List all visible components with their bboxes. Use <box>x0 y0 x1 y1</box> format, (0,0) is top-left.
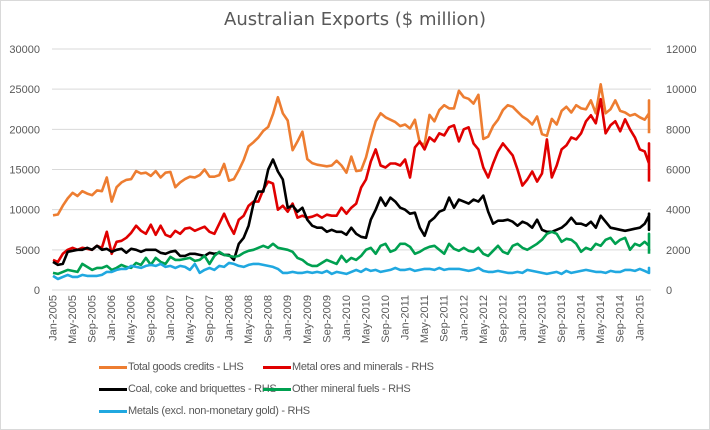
left-tick-label: 0 <box>34 285 40 297</box>
right-tick-label: 2000 <box>666 245 690 257</box>
right-axis-ticks: 0 2000 4000 6000 8000 10000 12000 <box>666 44 697 297</box>
x-tick-label: Jan-2012 <box>458 295 470 341</box>
right-tick-label: 12000 <box>666 44 697 56</box>
x-tick-label: Sep-2008 <box>263 295 275 343</box>
x-tick-label: May-2012 <box>478 295 490 344</box>
left-tick-label: 10000 <box>9 205 40 217</box>
series-line-4 <box>52 261 651 281</box>
x-tick-label: Jan-2015 <box>634 295 646 341</box>
left-tick-label: 30000 <box>9 44 40 56</box>
x-tick-label: Jan-2006 <box>106 295 118 341</box>
x-tick-label: Jan-2007 <box>165 295 177 341</box>
right-tick-label: 8000 <box>666 124 690 136</box>
x-tick-label: May-2007 <box>184 295 196 344</box>
x-tick-label: Sep-2011 <box>439 295 451 342</box>
x-tick-label: Jan-2011 <box>400 295 412 340</box>
right-tick-label: 0 <box>666 285 672 297</box>
x-tick-label: Sep-2012 <box>497 295 509 343</box>
x-tick-label: Sep-2010 <box>380 295 392 343</box>
x-tick-label: May-2013 <box>537 295 549 344</box>
x-axis-ticks: Jan-2005 May-2005 Sep-2005 Jan-2006 May-2006… <box>48 295 647 344</box>
right-tick-label: 4000 <box>666 205 690 217</box>
x-tick-label: Sep-2009 <box>321 295 333 343</box>
x-tick-label: Sep-2007 <box>204 295 216 343</box>
x-tick-label: Jan-2009 <box>282 295 294 341</box>
x-tick-label: May-2008 <box>243 295 255 344</box>
x-tick-label: Jan-2010 <box>341 295 353 341</box>
series-line-0 <box>52 83 651 217</box>
x-tick-label: Jan-2013 <box>517 295 529 341</box>
series-lines <box>52 83 651 281</box>
x-tick-label: Sep-2006 <box>145 295 157 343</box>
x-tick-label: May-2005 <box>67 295 79 344</box>
x-tick-label: May-2011 <box>419 295 431 343</box>
left-axis-ticks: 0 5000 10000 15000 20000 25000 30000 <box>9 44 40 297</box>
x-tick-label: Jan-2014 <box>576 295 588 341</box>
series-line-3 <box>52 230 651 276</box>
x-tick-label: Sep-2005 <box>87 295 99 343</box>
x-tick-label: Sep-2014 <box>615 295 627 343</box>
x-tick-label: May-2009 <box>302 295 314 344</box>
left-tick-label: 15000 <box>9 165 40 177</box>
left-tick-label: 5000 <box>16 245 40 257</box>
x-tick-label: May-2010 <box>361 295 373 344</box>
x-tick-label: Jan-2005 <box>48 295 60 341</box>
x-tick-label: May-2014 <box>595 295 607 344</box>
series-line-2 <box>52 158 651 267</box>
x-tick-label: May-2006 <box>126 295 138 344</box>
chart-title: Australian Exports ($ million) <box>224 9 486 30</box>
x-tick-label: Jan-2008 <box>224 295 236 341</box>
x-tick-label: Sep-2013 <box>556 295 568 343</box>
left-tick-label: 25000 <box>9 84 40 96</box>
gridlines <box>52 48 651 291</box>
left-tick-label: 20000 <box>9 124 40 136</box>
right-tick-label: 6000 <box>666 165 690 177</box>
series-line-1 <box>52 97 651 264</box>
right-tick-label: 10000 <box>666 84 697 96</box>
